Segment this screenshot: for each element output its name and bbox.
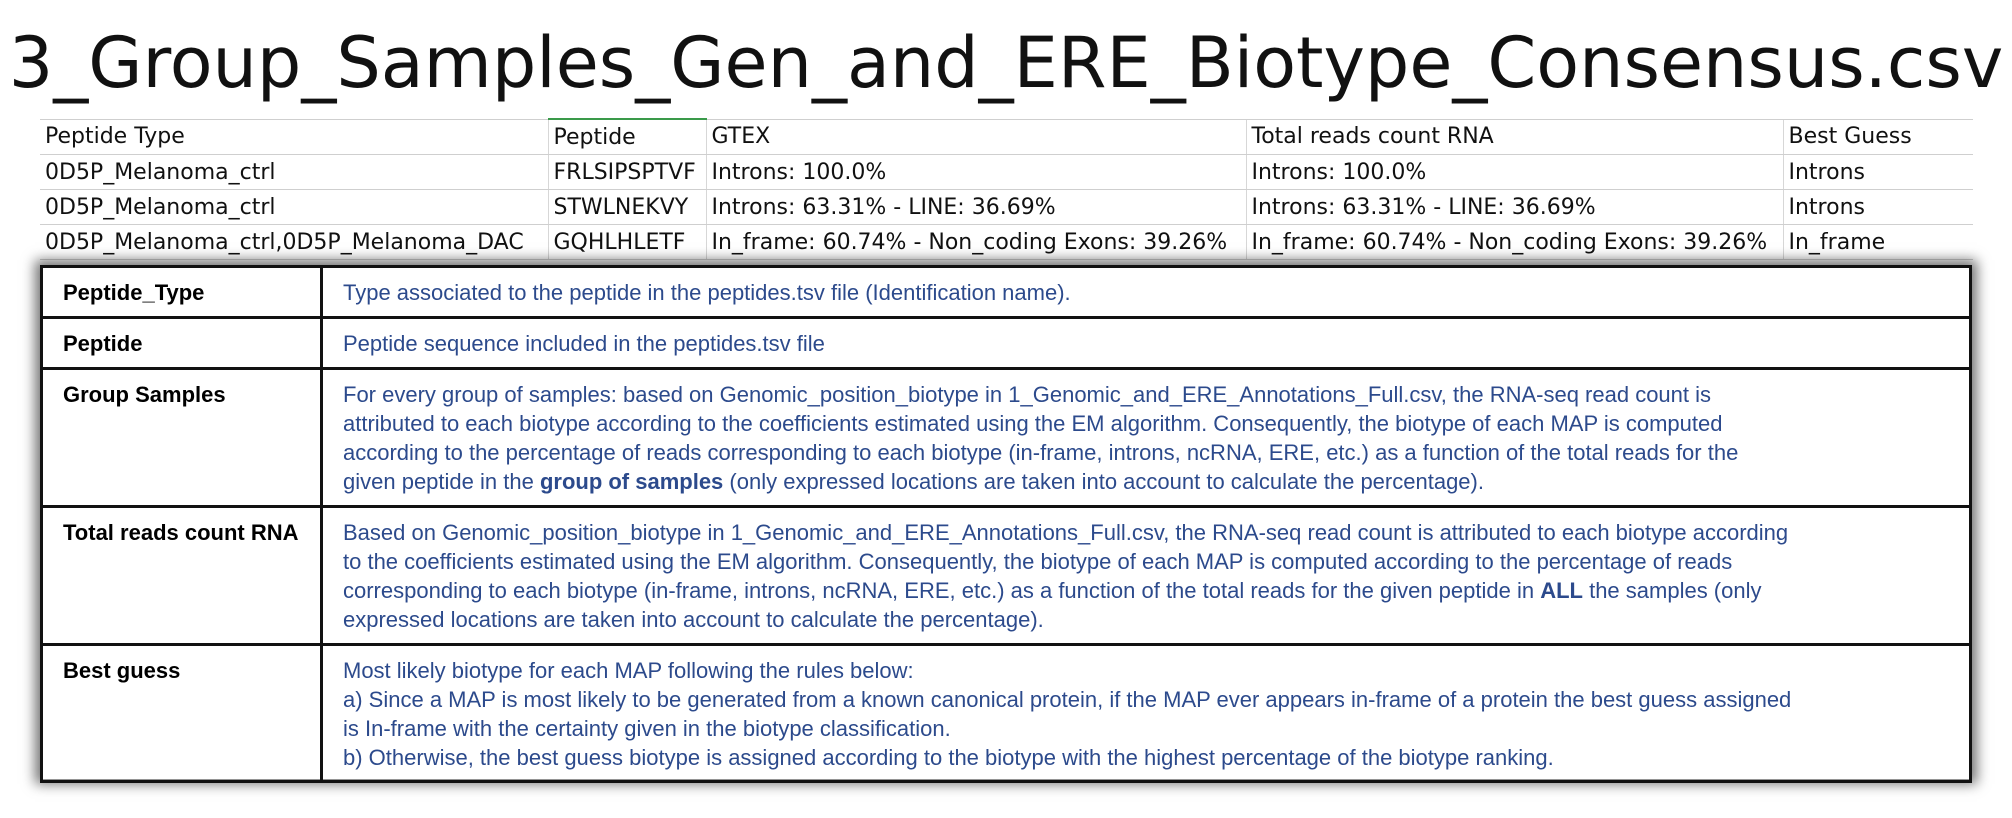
csv-cell[interactable]: FRLSIPSPTVF (547, 154, 706, 190)
description-row-group-samples: Group Samples For every group of samples… (40, 367, 1972, 508)
csv-cell[interactable]: GQHLHLETF (547, 224, 706, 260)
page-title: 3_Group_Samples_Gen_and_ERE_Biotype_Cons… (8, 22, 2004, 104)
definition-line: to the coefficients estimated using the … (343, 549, 1733, 574)
csv-header-cell[interactable]: Total reads count RNA (1245, 118, 1783, 155)
description-row-total-reads: Total reads count RNA Based on Genomic_p… (40, 505, 1972, 646)
term-definition: For every group of samples: based on Gen… (320, 367, 1972, 508)
csv-cell[interactable]: Introns: 63.31% - LINE: 36.69% (705, 189, 1246, 225)
csv-header-cell[interactable]: Peptide Type (40, 118, 548, 155)
term-label: Total reads count RNA (40, 505, 323, 646)
csv-cell[interactable]: In_frame: 60.74% - Non_coding Exons: 39.… (705, 224, 1246, 260)
term-definition: Based on Genomic_position_biotype in 1_G… (320, 505, 1972, 646)
csv-cell[interactable]: In_frame: 60.74% - Non_coding Exons: 39.… (1245, 224, 1783, 260)
term-label: Peptide (40, 316, 323, 370)
description-row-peptide-type: Peptide_Type Type associated to the pept… (40, 265, 1972, 319)
csv-cell[interactable]: Introns: 63.31% - LINE: 36.69% (1245, 189, 1783, 225)
csv-row: 0D5P_Melanoma_ctrl STWLNEKVY Introns: 63… (40, 189, 1973, 225)
csv-cell[interactable]: Introns (1782, 189, 1973, 225)
csv-header-cell[interactable]: Best Guess (1782, 118, 1973, 155)
definition-text: given peptide in the (343, 469, 540, 494)
term-definition: Type associated to the peptide in the pe… (320, 265, 1972, 319)
definition-line: For every group of samples: based on Gen… (343, 382, 1712, 407)
term-label: Peptide_Type (40, 265, 323, 319)
definition-line: b) Otherwise, the best guess biotype is … (343, 745, 1554, 770)
term-definition: Peptide sequence included in the peptide… (320, 316, 1972, 370)
definition-line: given peptide in the group of samples (o… (343, 467, 1949, 496)
csv-cell[interactable]: STWLNEKVY (547, 189, 706, 225)
term-label: Best guess (40, 643, 323, 783)
definition-line: is In-frame with the certainty given in … (343, 716, 951, 741)
definition-line: corresponding to each biotype (in-frame,… (343, 576, 1949, 605)
csv-cell[interactable]: Introns: 100.0% (1245, 154, 1783, 190)
definition-line: according to the percentage of reads cor… (343, 440, 1739, 465)
definition-line: expressed locations are taken into accou… (343, 607, 1044, 632)
csv-header-cell[interactable]: GTEX (705, 118, 1246, 155)
csv-cell[interactable]: In_frame (1782, 224, 1973, 260)
term-label: Group Samples (40, 367, 323, 508)
csv-cell[interactable]: 0D5P_Melanoma_ctrl (40, 154, 548, 190)
definition-text: corresponding to each biotype (in-frame,… (343, 578, 1541, 603)
description-row-best-guess: Best guess Most likely biotype for each … (40, 643, 1972, 783)
emphasis-text: group of samples (539, 469, 724, 494)
definition-text: (only expressed locations are taken into… (723, 469, 1484, 494)
definition-line: attributed to each biotype according to … (343, 411, 1723, 436)
definition-text: the samples (only (1582, 578, 1762, 603)
definition-line: a) Since a MAP is most likely to be gene… (343, 687, 1792, 712)
csv-header-row: Peptide Type Peptide GTEX Total reads co… (40, 118, 1973, 155)
csv-preview-table: Peptide Type Peptide GTEX Total reads co… (40, 118, 1973, 260)
csv-row: 0D5P_Melanoma_ctrl,0D5P_Melanoma_DAC GQH… (40, 224, 1973, 260)
csv-cell[interactable]: Introns: 100.0% (705, 154, 1246, 190)
definition-line: Based on Genomic_position_biotype in 1_G… (343, 520, 1789, 545)
csv-cell[interactable]: 0D5P_Melanoma_ctrl (40, 189, 548, 225)
definition-line: Most likely biotype for each MAP followi… (343, 658, 914, 683)
csv-header-cell[interactable]: Peptide (547, 118, 706, 155)
column-description-table: Peptide_Type Type associated to the pept… (40, 265, 1972, 783)
csv-cell[interactable]: Introns (1782, 154, 1973, 190)
emphasis-text: ALL (1540, 578, 1583, 603)
term-definition: Most likely biotype for each MAP followi… (320, 643, 1972, 783)
column-description-panel: Peptide_Type Type associated to the pept… (40, 265, 1972, 783)
description-row-peptide: Peptide Peptide sequence included in the… (40, 316, 1972, 370)
csv-cell[interactable]: 0D5P_Melanoma_ctrl,0D5P_Melanoma_DAC (40, 224, 548, 260)
csv-row: 0D5P_Melanoma_ctrl FRLSIPSPTVF Introns: … (40, 154, 1973, 190)
